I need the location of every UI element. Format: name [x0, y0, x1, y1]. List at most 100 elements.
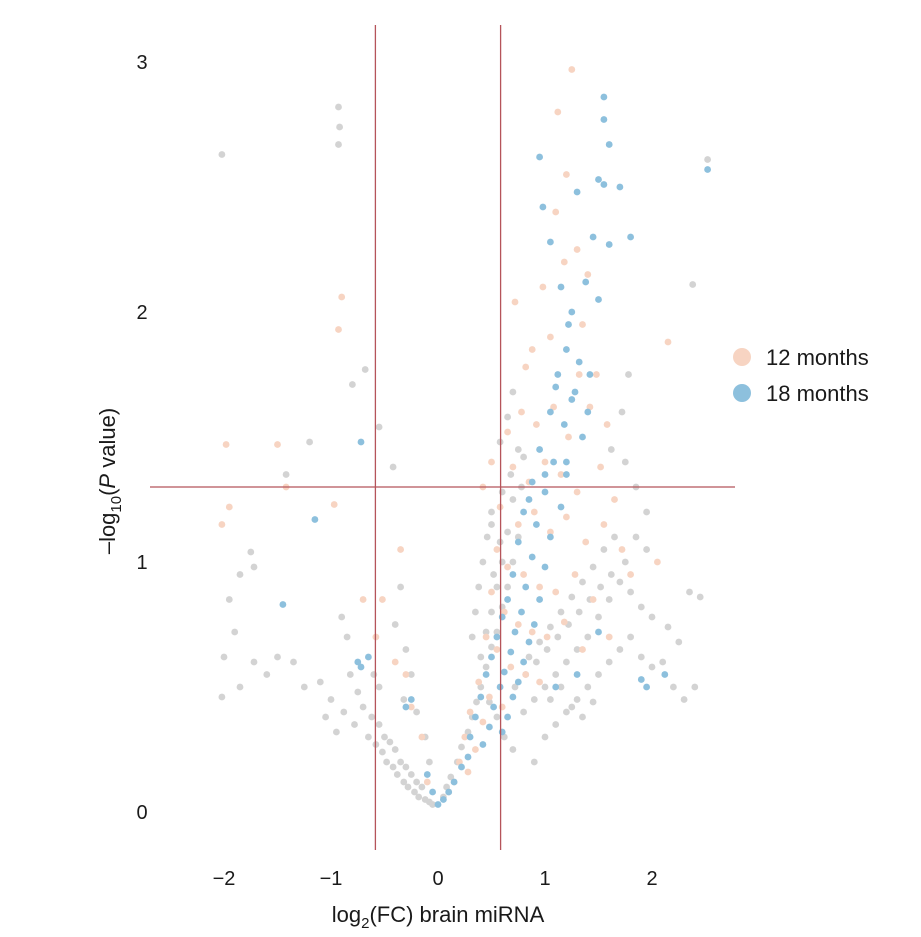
point-not-significant-101: [563, 658, 570, 666]
point-12-months-62: [482, 633, 490, 641]
point-not-significant-10: [282, 471, 290, 478]
point-12-months-75: [464, 768, 472, 776]
point-not-significant-6: [361, 366, 369, 373]
point-not-significant-140: [675, 638, 683, 646]
point-12-months-51: [536, 583, 543, 591]
point-12-months-26: [533, 421, 540, 428]
point-not-significant-37: [397, 758, 404, 766]
point-12-months-27: [550, 403, 557, 411]
point-not-significant-63: [370, 671, 378, 678]
point-18-months-28: [563, 471, 570, 478]
point-not-significant-31: [359, 703, 367, 711]
point-18-months-66: [450, 778, 458, 786]
point-not-significant-124: [563, 708, 570, 716]
x-tick-label-1: −1: [320, 868, 343, 890]
point-not-significant-36: [391, 746, 399, 753]
point-not-significant-103: [584, 633, 592, 641]
point-not-significant-133: [659, 658, 667, 666]
point-not-significant-76: [473, 698, 480, 706]
point-not-significant-172: [509, 388, 517, 396]
point-18-months-91: [584, 408, 592, 416]
point-not-significant-66: [340, 708, 348, 716]
point-not-significant-152: [547, 696, 554, 703]
point-18-months-38: [509, 571, 517, 578]
point-not-significant-97: [520, 708, 527, 716]
point-18-months-72: [407, 696, 415, 703]
point-18-months-44: [498, 613, 506, 621]
point-12-months-55: [488, 588, 495, 596]
point-12-months-54: [589, 596, 597, 603]
point-not-significant-23: [290, 658, 297, 666]
point-12-months-35: [557, 471, 565, 478]
point-not-significant-169: [514, 446, 522, 453]
point-not-significant-134: [670, 683, 677, 691]
point-18-months-16: [582, 278, 590, 286]
point-18-months-47: [493, 633, 501, 641]
point-12-months-20: [522, 363, 530, 371]
point-12-months-8: [359, 596, 367, 603]
point-not-significant-28: [343, 633, 351, 641]
point-not-significant-126: [584, 683, 592, 691]
point-18-months-15: [568, 308, 576, 316]
point-not-significant-136: [691, 683, 699, 691]
point-not-significant-109: [648, 613, 656, 621]
point-not-significant-13: [250, 563, 258, 571]
point-18-months-86: [525, 496, 533, 503]
point-not-significant-166: [607, 571, 615, 578]
point-not-significant-137: [686, 588, 693, 596]
point-18-months-23: [547, 408, 554, 416]
point-not-significant-18: [218, 693, 226, 701]
point-12-months-15: [573, 246, 581, 253]
point-18-months-19: [575, 358, 583, 366]
point-18-months-80: [552, 683, 560, 691]
point-12-months-53: [571, 571, 579, 578]
point-18-months-70: [429, 788, 436, 796]
point-18-months-3: [600, 181, 608, 188]
point-not-significant-174: [483, 533, 491, 541]
point-18-months-5: [595, 176, 602, 183]
y-tick-label-0: 0: [136, 802, 147, 824]
point-not-significant-55: [397, 583, 404, 591]
point-18-months-57: [490, 703, 497, 711]
point-not-significant-107: [627, 588, 634, 596]
point-18-months-59: [472, 713, 479, 721]
point-18-months-53: [482, 671, 490, 678]
point-not-significant-91: [509, 496, 517, 503]
point-12-months-61: [579, 646, 586, 653]
point-12-months-5: [338, 293, 346, 301]
point-not-significant-35: [386, 738, 394, 746]
point-not-significant-57: [402, 646, 410, 653]
point-12-months-3: [274, 441, 281, 448]
point-18-months-36: [528, 553, 536, 561]
point-18-months-49: [520, 658, 527, 666]
y-tick-label-3: 3: [136, 52, 147, 74]
point-12-months-38: [611, 496, 618, 503]
point-12-months-9: [397, 546, 404, 553]
point-12-months-44: [563, 513, 570, 521]
point-not-significant-144: [607, 446, 615, 453]
point-12-months-85: [654, 558, 661, 566]
point-not-significant-48: [400, 778, 408, 786]
point-18-months-21: [552, 383, 560, 391]
point-12-months-70: [466, 708, 474, 716]
point-18-months-63: [479, 741, 487, 748]
point-not-significant-160: [543, 646, 551, 653]
point-18-months-46: [525, 638, 533, 646]
y-axis-label: –log10(P value): [95, 408, 125, 554]
point-not-significant-27: [338, 613, 346, 621]
point-not-significant-65: [351, 721, 358, 728]
point-18-months-34: [547, 533, 554, 541]
point-18-months-65: [458, 763, 465, 771]
points-layer: [218, 66, 711, 808]
point-18-months-40: [536, 596, 543, 603]
point-not-significant-147: [530, 758, 538, 766]
point-18-months-79: [354, 658, 362, 666]
point-12-months-21: [547, 333, 554, 341]
point-not-significant-157: [511, 683, 519, 691]
point-18-months-43: [530, 621, 538, 628]
point-12-months-58: [528, 628, 536, 636]
point-12-months-47: [618, 546, 626, 553]
point-12-months-37: [597, 463, 604, 471]
point-12-months-69: [498, 703, 506, 711]
point-not-significant-21: [263, 671, 271, 678]
